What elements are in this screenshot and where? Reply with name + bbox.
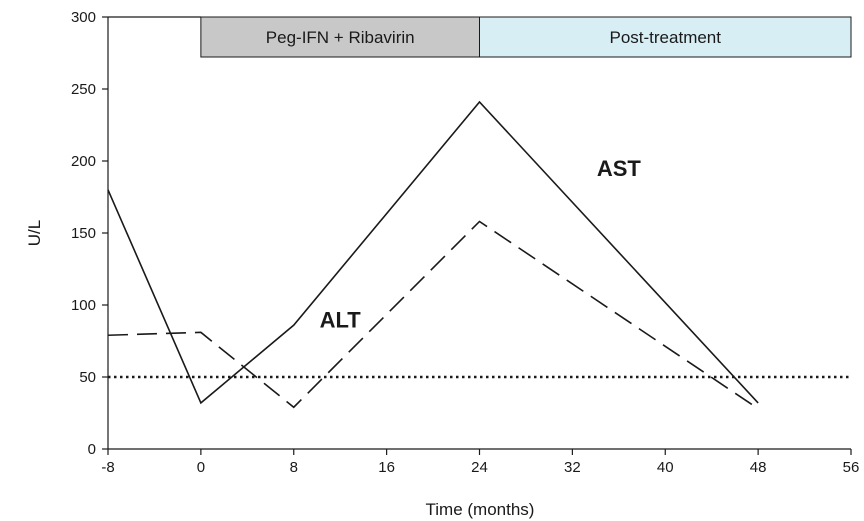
y-tick-label-150: 150 [71, 225, 96, 242]
series-lines [107, 100, 851, 410]
treatment-bands: Peg-IFN + Ribavirin Post-treatment [200, 16, 852, 58]
band-rect-1 [479, 16, 852, 58]
y-tick-label-0: 0 [88, 441, 96, 458]
x-tick-label-0: 0 [197, 459, 205, 476]
x-tick-label--8: -8 [101, 459, 114, 476]
band-label-0: Peg-IFN + Ribavirin [266, 28, 415, 47]
y-tick-label-200: 200 [71, 153, 96, 170]
x-tick-label-24: 24 [471, 459, 488, 476]
y-tick-label-50: 50 [79, 369, 96, 386]
x-tick-label-48: 48 [750, 459, 767, 476]
series-line-ast [107, 100, 759, 405]
x-tick-label-56: 56 [843, 459, 860, 476]
x-tick-label-8: 8 [290, 459, 298, 476]
band-rect-0 [200, 16, 480, 58]
series-label-alt: ALT [320, 307, 362, 332]
y-axis-title: U/L [25, 220, 44, 246]
y-tick-label-250: 250 [71, 81, 96, 98]
x-tick-label-32: 32 [564, 459, 581, 476]
axes: 0 50 100 150 200 250 300 -8 0 8 16 24 32 40 48 56 [71, 9, 859, 476]
x-tick-label-16: 16 [378, 459, 395, 476]
series-label-ast: AST [597, 156, 642, 181]
band-label-1: Post-treatment [610, 28, 722, 47]
series-labels: AST ALT [320, 156, 642, 332]
x-tick-label-40: 40 [657, 459, 674, 476]
x-axis-title: Time (months) [426, 500, 535, 519]
series-line-alt [107, 220, 759, 410]
y-tick-label-100: 100 [71, 297, 96, 314]
y-tick-label-300: 300 [71, 9, 96, 26]
